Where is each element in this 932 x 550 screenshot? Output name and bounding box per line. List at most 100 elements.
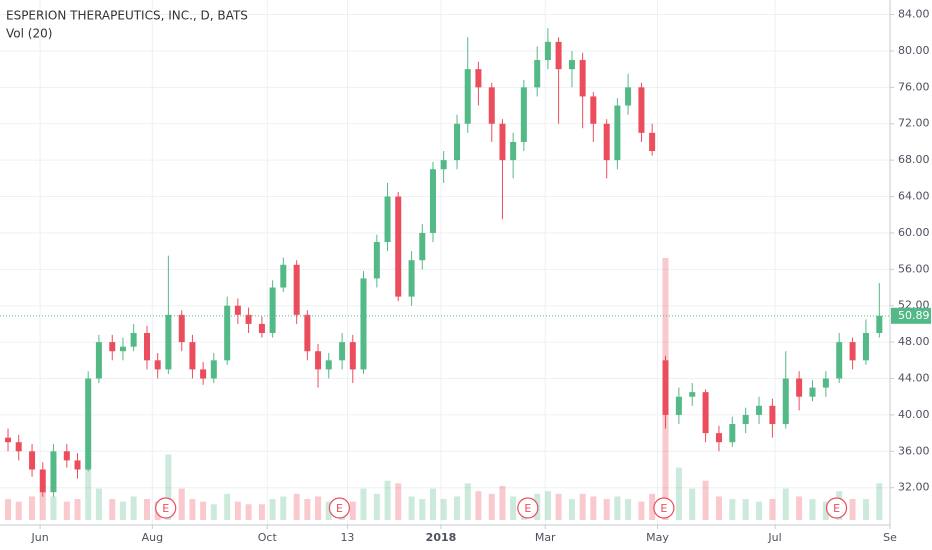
volume-bar — [109, 499, 116, 520]
volume-bar — [315, 496, 322, 520]
candle-body — [510, 141, 517, 161]
volume-bar — [689, 488, 696, 520]
candle-body — [74, 460, 81, 470]
x-tick-label: Jul — [767, 531, 781, 544]
candle-body — [269, 287, 276, 334]
volume-bar — [590, 496, 597, 520]
y-tick-label: 68.00 — [898, 153, 930, 166]
candle-body — [475, 69, 482, 88]
candle-body — [63, 451, 70, 461]
candle-body — [200, 369, 207, 379]
candle-body — [454, 123, 461, 161]
candle-body — [349, 342, 356, 370]
candle-body — [729, 424, 736, 443]
volume-bar — [15, 501, 22, 520]
y-tick-label: 32.00 — [898, 481, 930, 494]
volume-bar — [675, 467, 682, 520]
candle-body — [109, 342, 116, 352]
volume-bar — [258, 504, 265, 520]
candle-body — [339, 342, 346, 361]
volume-bar — [603, 499, 610, 520]
candle-body — [373, 242, 380, 279]
volume-bar — [143, 499, 150, 520]
y-tick-label: 44.00 — [898, 372, 930, 385]
y-tick-label: 56.00 — [898, 262, 930, 275]
volume-bar — [5, 499, 12, 520]
candle-body — [95, 342, 102, 379]
candle-body — [210, 360, 217, 379]
earnings-label: E — [660, 502, 667, 515]
candle-body — [280, 264, 287, 288]
candle-body — [662, 360, 669, 415]
earnings-label: E — [162, 502, 169, 515]
volume-bar — [510, 496, 517, 520]
candle-body — [419, 232, 426, 261]
volume-bar — [29, 496, 36, 520]
volume-bar — [729, 499, 736, 520]
volume-bar — [63, 501, 70, 520]
earnings-marker — [517, 497, 539, 519]
candle-body — [143, 333, 150, 361]
candles — [0, 28, 890, 497]
volume-bar — [638, 501, 645, 520]
y-tick-label: 48.00 — [898, 335, 930, 348]
chart-title: ESPERION THERAPEUTICS, INC., D, BATS — [6, 9, 248, 23]
candle-body — [464, 69, 471, 124]
volume-bar — [742, 499, 749, 520]
candle-body — [85, 378, 92, 470]
volume-bar — [454, 496, 461, 520]
earnings-marker — [825, 497, 848, 519]
volume-bar — [429, 488, 436, 520]
x-tick-label: 13 — [340, 531, 354, 544]
candle-body — [360, 278, 367, 370]
volume-bar — [293, 493, 300, 520]
candle-body — [625, 87, 632, 106]
volume-bar — [50, 496, 57, 520]
volume-bar — [360, 488, 367, 520]
candle-body — [154, 360, 161, 370]
x-tick-label: 2018 — [426, 531, 457, 544]
volume-bar — [625, 499, 632, 520]
candle-body — [715, 433, 722, 443]
earnings-marker — [155, 497, 177, 519]
volume-bar — [568, 499, 575, 520]
last-price-label: 50.89 — [898, 309, 930, 322]
y-tick-label: 72.00 — [898, 117, 930, 130]
volume-bar — [85, 467, 92, 520]
x-tick-label: Se — [883, 531, 897, 544]
candle-body — [408, 260, 415, 297]
volume-bar — [849, 499, 856, 520]
earnings-marker — [653, 497, 675, 519]
candle-body — [782, 378, 789, 425]
volume-bar — [796, 496, 803, 520]
candle-body — [876, 315, 883, 334]
candle-body — [189, 342, 196, 370]
candle-body — [304, 314, 311, 352]
candle-body — [15, 442, 22, 452]
volume-bar — [614, 496, 621, 520]
x-tick-label: May — [646, 531, 669, 544]
volume-bar — [384, 480, 391, 520]
candle-body — [234, 305, 241, 315]
volume-bar — [269, 499, 276, 520]
volume-bar — [769, 499, 776, 520]
candle-body — [756, 405, 763, 415]
y-tick-label: 60.00 — [898, 226, 930, 239]
candle-body — [315, 351, 322, 370]
earnings-marker — [328, 497, 351, 519]
candle-body — [638, 87, 645, 133]
candle-body — [555, 41, 562, 70]
volume-bar — [876, 483, 883, 520]
candle-body — [258, 323, 265, 334]
volume-bar — [488, 493, 495, 520]
volume-bar — [304, 499, 311, 520]
earnings-label: E — [833, 502, 840, 515]
volume-bar — [579, 493, 586, 520]
candle-body — [325, 360, 332, 370]
earnings-label: E — [524, 502, 531, 515]
candle-body — [29, 451, 36, 470]
candle-body — [849, 342, 856, 361]
candle-body — [836, 342, 843, 379]
